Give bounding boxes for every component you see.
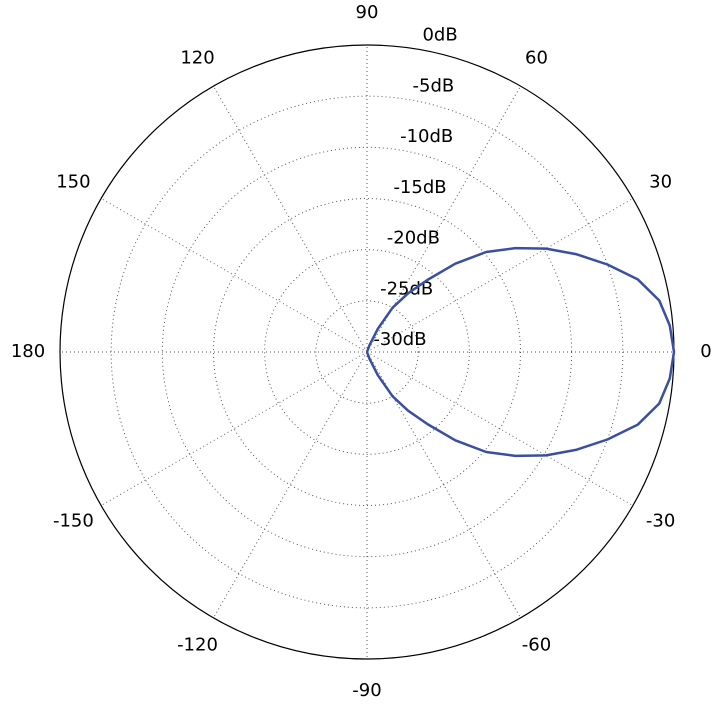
theta-tick-label: -60 <box>522 635 551 656</box>
grid-ring <box>213 198 521 506</box>
r-tick-label: -20dB <box>387 228 440 249</box>
pattern-line <box>365 246 676 458</box>
grid-spoke <box>100 351 368 506</box>
grid-ring <box>315 300 419 404</box>
theta-tick-label: 30 <box>649 172 672 193</box>
r-tick-label: -5dB <box>413 75 455 96</box>
theta-tick-label: 180 <box>11 341 45 362</box>
theta-tick-label: -150 <box>53 511 94 532</box>
theta-tick-label: 120 <box>180 47 214 68</box>
r-tick-label: 0dB <box>422 25 457 46</box>
r-tick-label: -25dB <box>380 278 433 299</box>
grid-spoke <box>213 351 368 619</box>
theta-tick-label: -90 <box>352 680 381 701</box>
r-tick-label: -10dB <box>400 126 453 147</box>
r-tick-label: -15dB <box>393 177 446 198</box>
grid-ring <box>110 95 624 609</box>
theta-tick-label: 60 <box>525 47 548 68</box>
grid-ring <box>264 249 470 455</box>
theta-tick-label: -120 <box>177 635 218 656</box>
grid-ring <box>161 146 573 558</box>
grid-spoke <box>213 85 368 353</box>
grid-spoke <box>100 198 368 353</box>
theta-tick-label: 150 <box>56 172 90 193</box>
theta-tick-label: -30 <box>646 511 675 532</box>
r-tick-label: -30dB <box>373 329 426 350</box>
theta-tick-label: 0 <box>700 341 711 362</box>
theta-tick-label: 90 <box>356 2 379 23</box>
